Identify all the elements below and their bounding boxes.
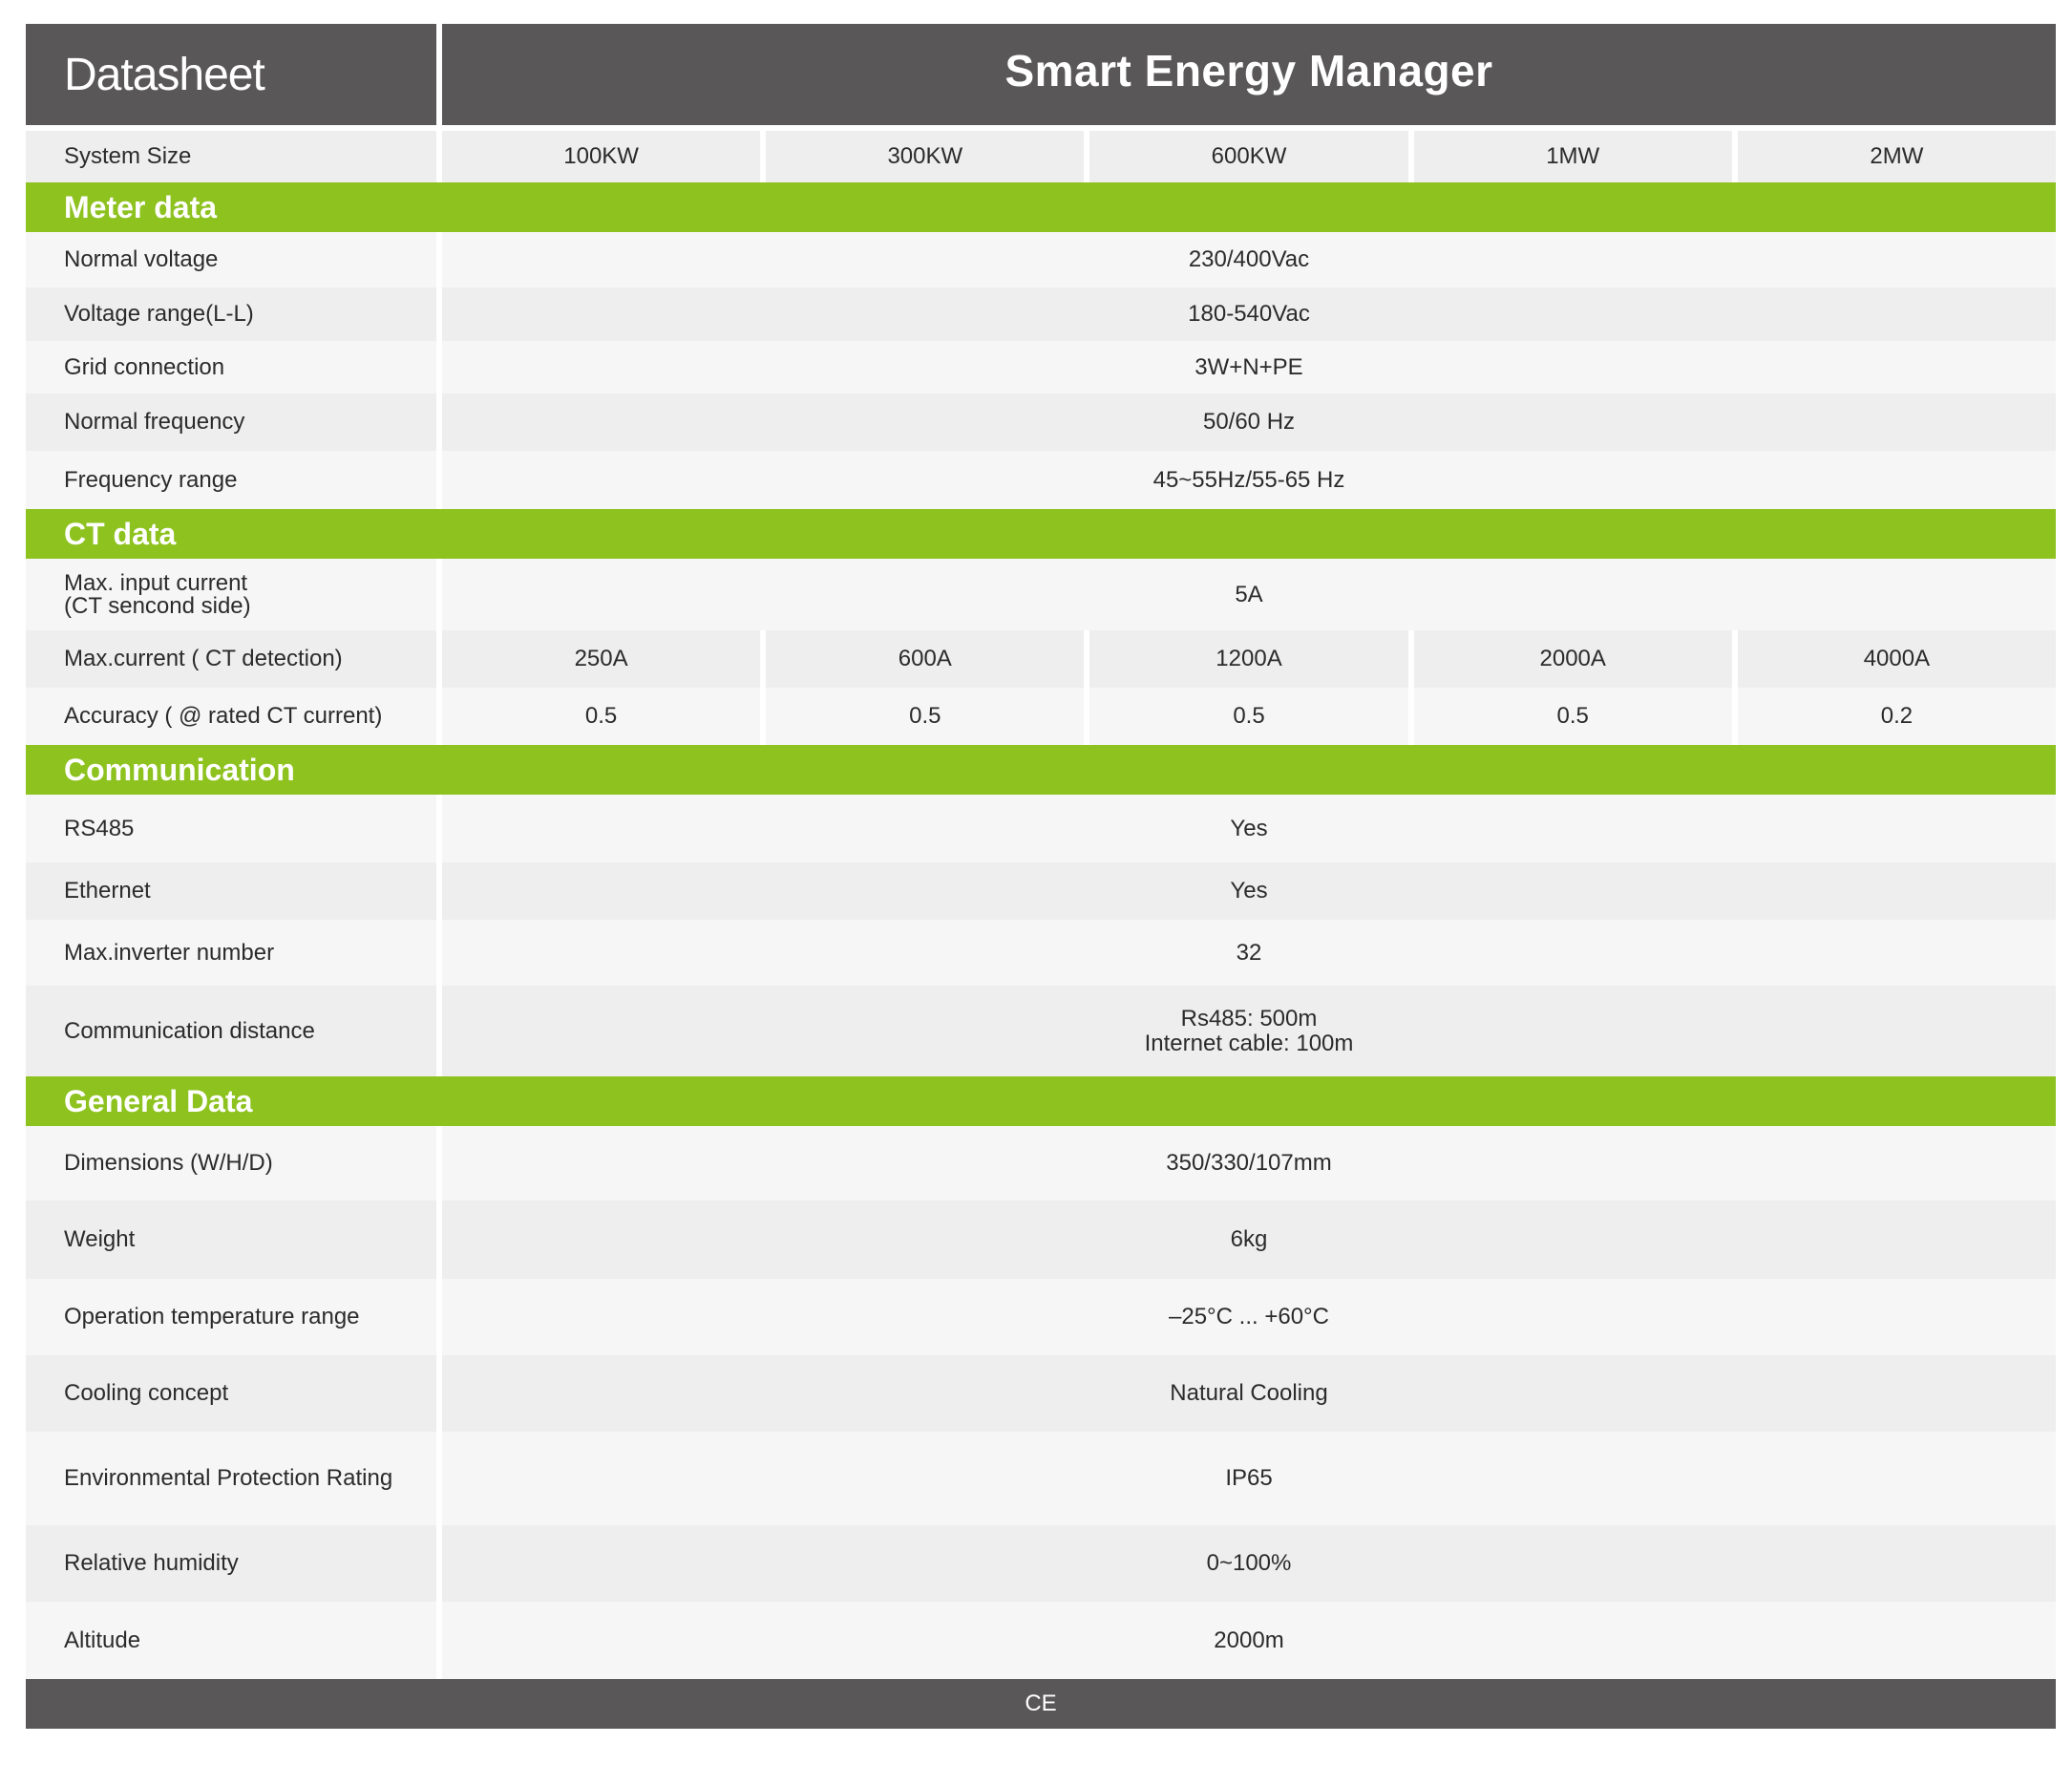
table-row: Relative humidity 0~100%: [26, 1525, 2056, 1602]
section-general-data: General Data: [26, 1076, 2056, 1126]
row-label: Frequency range: [26, 451, 442, 509]
row-value: 0~100%: [1206, 1550, 1292, 1577]
table-row: Communication distance Rs485: 500m Inter…: [26, 986, 2056, 1076]
accuracy-value: 0.5: [442, 688, 767, 745]
row-label: Ethernet: [26, 862, 442, 920]
row-label: Environmental Protection Rating: [26, 1432, 442, 1525]
table-row: Max.inverter number 32: [26, 920, 2056, 986]
row-label: Max.inverter number: [26, 920, 442, 986]
table-row: RS485 Yes: [26, 795, 2056, 862]
accuracy-value: 0.5: [1089, 688, 1414, 745]
table-row: Cooling concept Natural Cooling: [26, 1355, 2056, 1432]
table-row: Dimensions (W/H/D) 350/330/107mm: [26, 1126, 2056, 1201]
accuracy-value: 0.2: [1880, 703, 1913, 729]
accuracy-value: 0.5: [766, 688, 1090, 745]
row-value: IP65: [1225, 1465, 1273, 1492]
row-label: Voltage range(L-L): [26, 287, 442, 341]
row-label: Operation temperature range: [26, 1279, 442, 1355]
max-current-value: 250A: [442, 630, 767, 688]
row-value: 2000m: [1214, 1627, 1284, 1653]
table-row: Frequency range 45~55Hz/55-65 Hz: [26, 451, 2056, 509]
row-label-line: (CT sencond side): [64, 592, 251, 619]
section-ct-data: CT data: [26, 509, 2056, 559]
certification-footer: CE: [26, 1679, 2056, 1729]
row-value: Rs485: 500m Internet cable: 100m: [442, 986, 2056, 1076]
system-size-value: 2MW: [1870, 143, 1924, 169]
row-value: 180-540Vac: [1188, 301, 1310, 328]
row-value: 350/330/107mm: [1166, 1150, 1332, 1177]
max-current-row: Max.current ( CT detection) 250A 600A 12…: [26, 630, 2056, 688]
product-title: Smart Energy Manager: [1004, 46, 1493, 96]
datasheet-table: Datasheet Smart Energy Manager System Si…: [26, 24, 2056, 1729]
row-value-line: Rs485: 500m: [1180, 1006, 1318, 1032]
row-label: Max.current ( CT detection): [26, 630, 442, 688]
table-row: Ethernet Yes: [26, 862, 2056, 920]
table-row: Max. input current (CT sencond side) 5A: [26, 559, 2056, 630]
table-row: Environmental Protection Rating IP65: [26, 1432, 2056, 1525]
row-label: Normal voltage: [26, 232, 442, 287]
max-current-value: 2000A: [1414, 630, 1738, 688]
row-label: Weight: [26, 1201, 442, 1279]
table-row: Operation temperature range –25°C ... +6…: [26, 1279, 2056, 1355]
max-current-value: 4000A: [1863, 646, 1931, 671]
accuracy-value: 0.5: [1414, 688, 1738, 745]
max-current-value: 600A: [766, 630, 1090, 688]
row-label: Relative humidity: [26, 1525, 442, 1602]
row-value: 45~55Hz/55-65 Hz: [1152, 466, 1345, 493]
row-value: 5A: [1235, 581, 1263, 607]
accuracy-row: Accuracy ( @ rated CT current) 0.5 0.5 0…: [26, 688, 2056, 745]
row-label: Dimensions (W/H/D): [26, 1126, 442, 1201]
datasheet-label: Datasheet: [26, 24, 442, 125]
row-value: Yes: [1230, 815, 1268, 841]
row-value: Natural Cooling: [1170, 1380, 1328, 1407]
row-label: Normal frequency: [26, 393, 442, 451]
row-value: 230/400Vac: [1188, 246, 1310, 273]
system-size-value: 1MW: [1414, 131, 1738, 182]
system-size-row: System Size 100KW 300KW 600KW 1MW 2MW: [26, 131, 2056, 182]
row-value: Yes: [1230, 878, 1268, 904]
table-row: Altitude 2000m: [26, 1602, 2056, 1679]
row-value: 6kg: [1230, 1226, 1268, 1253]
row-label: System Size: [26, 131, 442, 182]
row-label: Altitude: [26, 1602, 442, 1679]
row-value-line: Internet cable: 100m: [1144, 1030, 1354, 1056]
row-value: 50/60 Hz: [1202, 409, 1296, 436]
system-size-value: 300KW: [766, 131, 1090, 182]
row-label: Accuracy ( @ rated CT current): [26, 688, 442, 745]
row-label-line: Max. input current: [64, 569, 248, 596]
row-value: –25°C ... +60°C: [1169, 1304, 1329, 1330]
system-size-value: 600KW: [1089, 131, 1414, 182]
table-row: Voltage range(L-L) 180-540Vac: [26, 287, 2056, 341]
table-row: Grid connection 3W+N+PE: [26, 341, 2056, 393]
section-meter-data: Meter data: [26, 182, 2056, 232]
system-size-value: 100KW: [442, 131, 767, 182]
table-row: Normal voltage 230/400Vac: [26, 232, 2056, 287]
row-value: 32: [1236, 939, 1262, 966]
row-label: Communication distance: [26, 986, 442, 1076]
row-value: 3W+N+PE: [1195, 353, 1303, 380]
table-header: Datasheet Smart Energy Manager: [26, 24, 2056, 125]
table-row: Weight 6kg: [26, 1201, 2056, 1279]
max-current-value: 1200A: [1089, 630, 1414, 688]
row-label: RS485: [26, 795, 442, 862]
section-communication: Communication: [26, 745, 2056, 795]
row-label: Max. input current (CT sencond side): [26, 559, 442, 630]
row-label: Cooling concept: [26, 1355, 442, 1432]
row-label: Grid connection: [26, 341, 442, 393]
table-row: Normal frequency 50/60 Hz: [26, 393, 2056, 451]
